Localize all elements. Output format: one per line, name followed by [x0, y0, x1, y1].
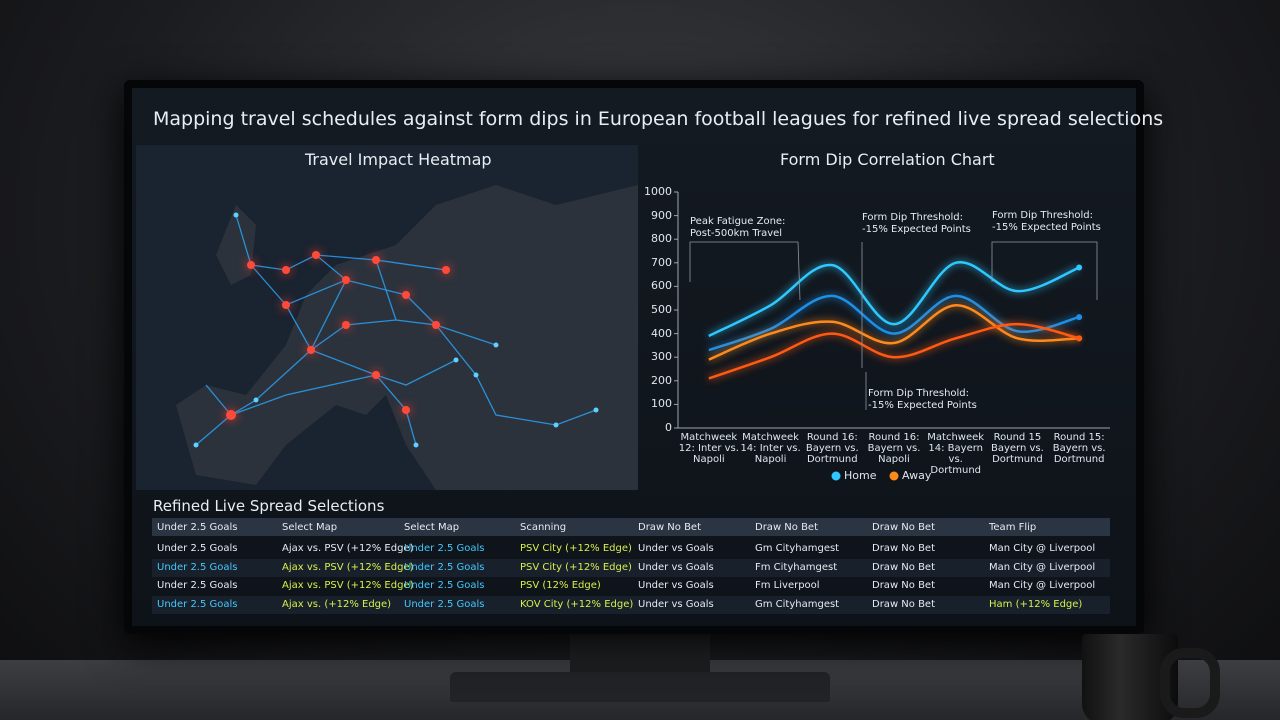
y-tick-label: 900: [651, 208, 672, 222]
y-tick-label: 300: [651, 350, 672, 364]
table-cell: Under 2.5 Goals: [157, 598, 238, 610]
table-cell: Under vs Goals: [638, 598, 714, 610]
table-header-cell: Draw No Bet: [872, 522, 936, 533]
table-cell: Fm Liverpool: [755, 580, 820, 591]
x-tick-label: Matchweek 12: Inter vs. Napoli: [678, 432, 739, 465]
table-row: [152, 518, 1110, 536]
x-tick-label: Round 15 Bayern vs. Dortmund: [991, 432, 1044, 465]
table-cell: Under 2.5 Goals: [404, 580, 485, 591]
table-title: Refined Live Spread Selections: [153, 497, 385, 515]
hotspots: [226, 251, 450, 420]
map-land: [216, 205, 256, 285]
x-tick-label: Matchweek 14: Inter vs. Napoli: [740, 432, 801, 465]
table-header-cell: Select Map: [282, 522, 338, 533]
mug-handle: [1160, 648, 1220, 718]
table-cell: Draw No Bet: [872, 598, 936, 610]
table-header-cell: Select Map: [404, 522, 460, 533]
table-cell: PSV City (+12% Edge): [520, 561, 632, 573]
table-cell: Gm Cityhamgest: [755, 598, 840, 610]
table-header-cell: Team Flip: [989, 522, 1037, 533]
monitor-stand: [570, 634, 710, 678]
y-tick-label: 200: [651, 373, 672, 387]
nodes: [193, 212, 599, 448]
table-cell: Draw No Bet: [872, 561, 936, 573]
table-cell: Man City @ Liverpool: [989, 543, 1096, 554]
table-cell: Ajax vs. PSV (+12% Edge): [282, 580, 414, 591]
table-row: [152, 558, 1110, 577]
table-cell: Under vs Goals: [638, 543, 714, 554]
table-header-cell: Scanning: [520, 522, 567, 533]
table-cell: Gm Cityhamgest: [755, 543, 840, 554]
legend-label: Home: [844, 469, 877, 482]
y-tick-label: 800: [651, 232, 672, 246]
annotation: Form Dip Threshold: -15% Expected Points: [862, 212, 971, 235]
y-tick-label: 500: [651, 303, 672, 316]
table-cell: Man City @ Liverpool: [989, 561, 1096, 573]
x-tick-label: Round 15: Bayern vs. Dortmund: [1052, 432, 1106, 465]
dashboard-title: Mapping travel schedules against form di…: [153, 108, 1164, 130]
table-cell: Ajax vs. PSV (+12% Edge): [282, 561, 414, 573]
monitor-base: [450, 672, 830, 702]
annotation: Form Dip Threshold: -15% Expected Points: [868, 388, 977, 411]
table-cell: Under 2.5 Goals: [157, 561, 238, 573]
table-cell: Under 2.5 Goals: [404, 598, 485, 610]
x-tick-label: Matchweek 14: Bayern vs. Dortmund: [927, 432, 985, 476]
y-tick-label: 1000: [644, 185, 672, 198]
map-land: [176, 185, 638, 490]
table-cell: KOV City (+12% Edge): [520, 598, 634, 610]
annotation: Form Dip Threshold: -15% Expected Points: [992, 210, 1101, 233]
chart-title: Form Dip Correlation Chart: [780, 150, 995, 169]
table-cell: Under 2.5 Goals: [157, 580, 238, 591]
y-tick-label: 600: [651, 279, 672, 293]
table-cell: Fm Cityhamgest: [755, 561, 838, 573]
table-cell: Man City @ Liverpool: [989, 580, 1096, 591]
table-cell: Under vs Goals: [638, 580, 714, 591]
table-cell: PSV City (+12% Edge): [520, 543, 632, 554]
table-header-cell: Draw No Bet: [638, 522, 702, 533]
annotation: Peak Fatigue Zone: Post-500km Travel: [690, 216, 786, 239]
y-tick-label: 700: [651, 255, 672, 269]
table-row: [152, 595, 1110, 614]
x-tick-label: Round 16: Bayern vs. Napoli: [867, 432, 921, 465]
table-cell: Draw No Bet: [872, 543, 936, 554]
table-cell: Ajax vs. (+12% Edge): [282, 598, 392, 610]
table-cell: Under vs Goals: [638, 561, 714, 573]
table-cell: Ajax vs. PSV (+12% Edge): [282, 543, 414, 554]
table-cell: Under 2.5 Goals: [404, 561, 485, 573]
y-tick-label: 0: [665, 421, 672, 434]
y-tick-label: 400: [651, 326, 672, 340]
table-cell: Under 2.5 Goals: [157, 543, 238, 554]
x-tick-label: Round 16: Bayern vs. Dortmund: [805, 432, 859, 465]
table-cell: Ham (+12% Edge): [989, 598, 1083, 610]
table-cell: Draw No Bet: [872, 580, 936, 591]
map-title: Travel Impact Heatmap: [305, 150, 492, 169]
table-cell: PSV (12% Edge): [520, 580, 601, 591]
table-header-cell: Draw No Bet: [755, 522, 819, 533]
y-tick-label: 100: [651, 397, 672, 411]
map: [136, 145, 638, 490]
table-cell: Under 2.5 Goals: [404, 543, 485, 554]
table-header-cell: Under 2.5 Goals: [157, 522, 238, 533]
legend-label: Away: [902, 469, 932, 482]
